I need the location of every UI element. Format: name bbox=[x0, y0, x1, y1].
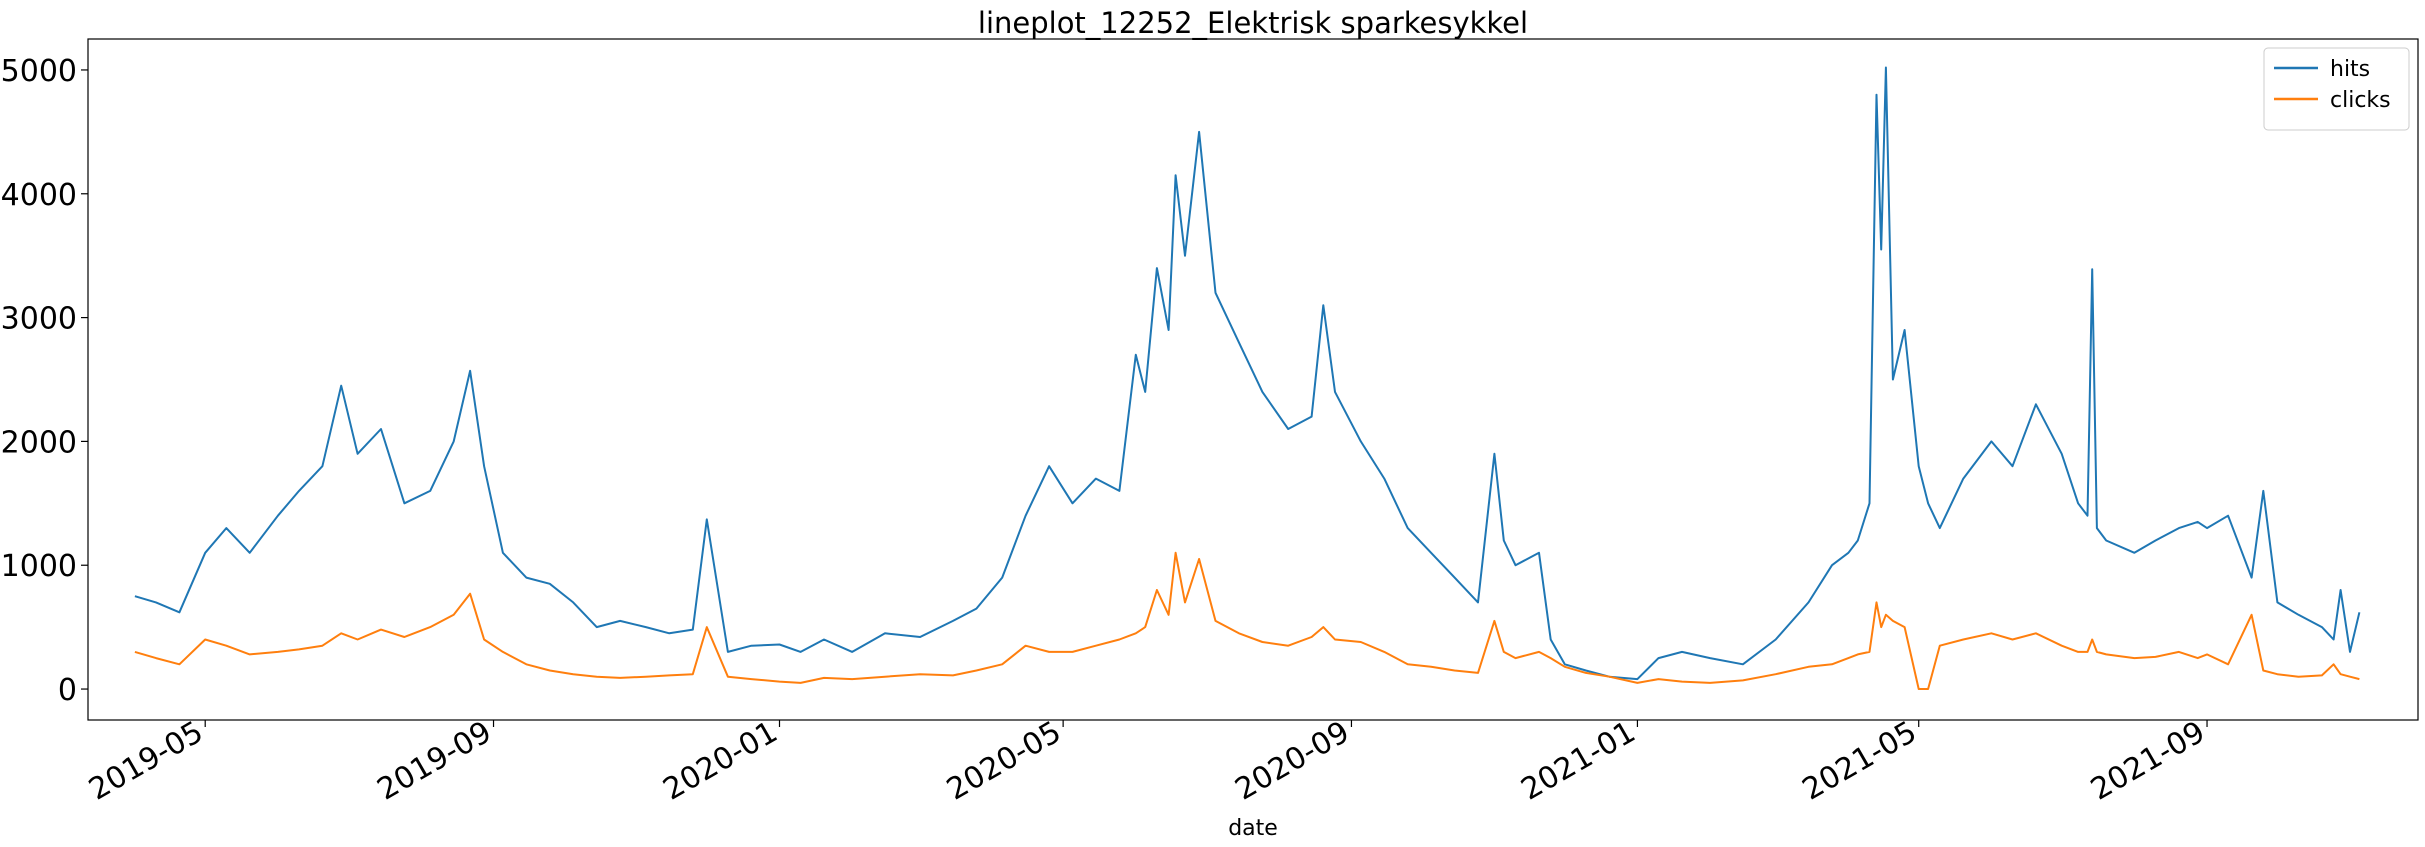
x-axis: 2019-05 2019-09 2020-01 2020-05 2020-09 2021-… bbox=[83, 715, 2211, 808]
x-tick-label: 2019-05 bbox=[83, 715, 209, 808]
series-layer bbox=[134, 66, 2361, 690]
x-tick-label: 2021-09 bbox=[2085, 715, 2211, 808]
series-line-hits bbox=[134, 66, 2361, 681]
y-tick-label: 5000 bbox=[1, 54, 77, 89]
y-tick-label: 4000 bbox=[1, 178, 77, 213]
y-tick-label: 2000 bbox=[1, 425, 77, 460]
x-tick-label: 2020-01 bbox=[657, 715, 783, 808]
chart-title: lineplot_12252_Elektrisk sparkesykkel bbox=[978, 6, 1528, 40]
axes-frame bbox=[87, 38, 2419, 721]
legend-label-clicks: clicks bbox=[2330, 88, 2391, 113]
y-tick-label: 0 bbox=[58, 673, 77, 708]
x-tick-label: 2019-09 bbox=[371, 715, 497, 808]
y-tick-label: 3000 bbox=[1, 302, 77, 337]
x-tick-label: 2020-05 bbox=[941, 715, 1067, 808]
x-tick-label: 2020-09 bbox=[1229, 715, 1355, 808]
x-axis-label: date bbox=[1228, 816, 1278, 841]
legend: hits clicks bbox=[2263, 47, 2410, 131]
x-tick-label: 2021-05 bbox=[1797, 715, 1923, 808]
series-line-clicks bbox=[134, 551, 2360, 690]
y-tick-label: 1000 bbox=[1, 549, 77, 584]
y-axis: 0 1000 2000 3000 4000 5000 bbox=[1, 54, 88, 708]
plot-area bbox=[87, 38, 2419, 721]
x-tick-label: 2021-01 bbox=[1515, 715, 1641, 808]
legend-label-hits: hits bbox=[2330, 57, 2370, 82]
